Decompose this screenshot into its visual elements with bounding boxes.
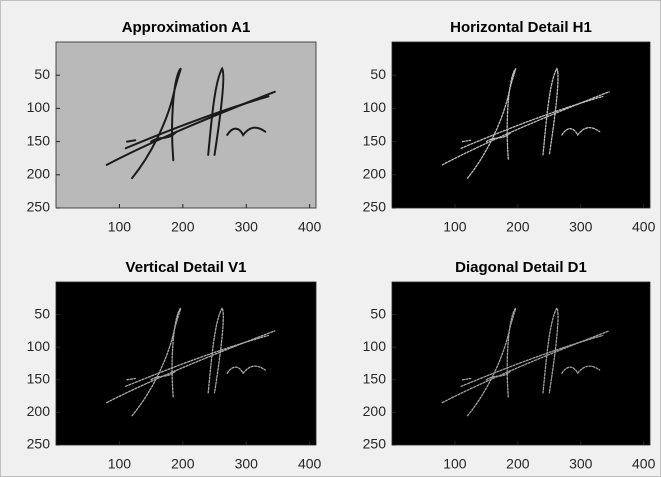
x-tick-label: 400 [632, 219, 656, 235]
subplot: 100 200 300 400 50 100 150 200 250 Approximation … [27, 19, 322, 235]
x-tick-label: 400 [298, 219, 322, 235]
y-tick-label: 150 [27, 132, 51, 148]
y-tick-label: 150 [363, 132, 387, 148]
y-tick-label: 100 [363, 99, 387, 115]
x-tick-label: 100 [443, 219, 467, 235]
y-tick-label: 200 [363, 403, 387, 419]
signature-stroke [127, 140, 135, 141]
subplot: 100 200 300 400 50 100 150 200 250 Vertical Detai… [27, 259, 322, 472]
y-tick-label: 250 [27, 199, 51, 215]
x-tick-label: 200 [171, 456, 195, 472]
y-tick-label: 100 [363, 338, 387, 354]
y-tick-label: 50 [34, 305, 50, 321]
subplot: 100 200 300 400 50 100 150 200 250 Diagonal Detai… [363, 259, 656, 472]
y-tick-label: 50 [370, 66, 386, 82]
y-tick-label: 50 [370, 305, 386, 321]
x-tick-label: 100 [443, 456, 467, 472]
y-tick-label: 50 [34, 66, 50, 82]
x-tick-label: 100 [108, 219, 132, 235]
y-tick-label: 250 [363, 436, 387, 452]
x-tick-label: 200 [506, 219, 530, 235]
y-tick-label: 250 [363, 199, 387, 215]
y-tick-label: 100 [27, 99, 51, 115]
x-tick-label: 300 [569, 219, 593, 235]
x-tick-label: 400 [632, 456, 656, 472]
x-tick-label: 200 [506, 456, 530, 472]
x-tick-label: 400 [298, 456, 322, 472]
x-tick-label: 100 [108, 456, 132, 472]
y-tick-label: 250 [27, 436, 51, 452]
image-background [392, 42, 650, 208]
y-tick-label: 200 [363, 166, 387, 182]
figure: 100 200 300 400 50 100 150 200 250 Approximation … [0, 0, 661, 477]
y-tick-label: 150 [363, 371, 387, 387]
y-tick-label: 200 [27, 166, 51, 182]
x-tick-label: 300 [569, 456, 593, 472]
y-tick-label: 200 [27, 403, 51, 419]
y-tick-label: 100 [27, 338, 51, 354]
image-background [56, 282, 316, 445]
subplot-title: Approximation A1 [122, 19, 251, 36]
image-background [392, 282, 650, 445]
y-tick-label: 150 [27, 371, 51, 387]
subplot-title: Vertical Detail V1 [126, 259, 247, 276]
x-tick-label: 300 [235, 456, 259, 472]
x-tick-label: 300 [235, 219, 259, 235]
subplot-title: Diagonal Detail D1 [455, 259, 587, 276]
subplot-title: Horizontal Detail H1 [450, 19, 592, 36]
x-tick-label: 200 [171, 219, 195, 235]
subplot: 100 200 300 400 50 100 150 200 250 Horizontal Det… [363, 19, 656, 235]
